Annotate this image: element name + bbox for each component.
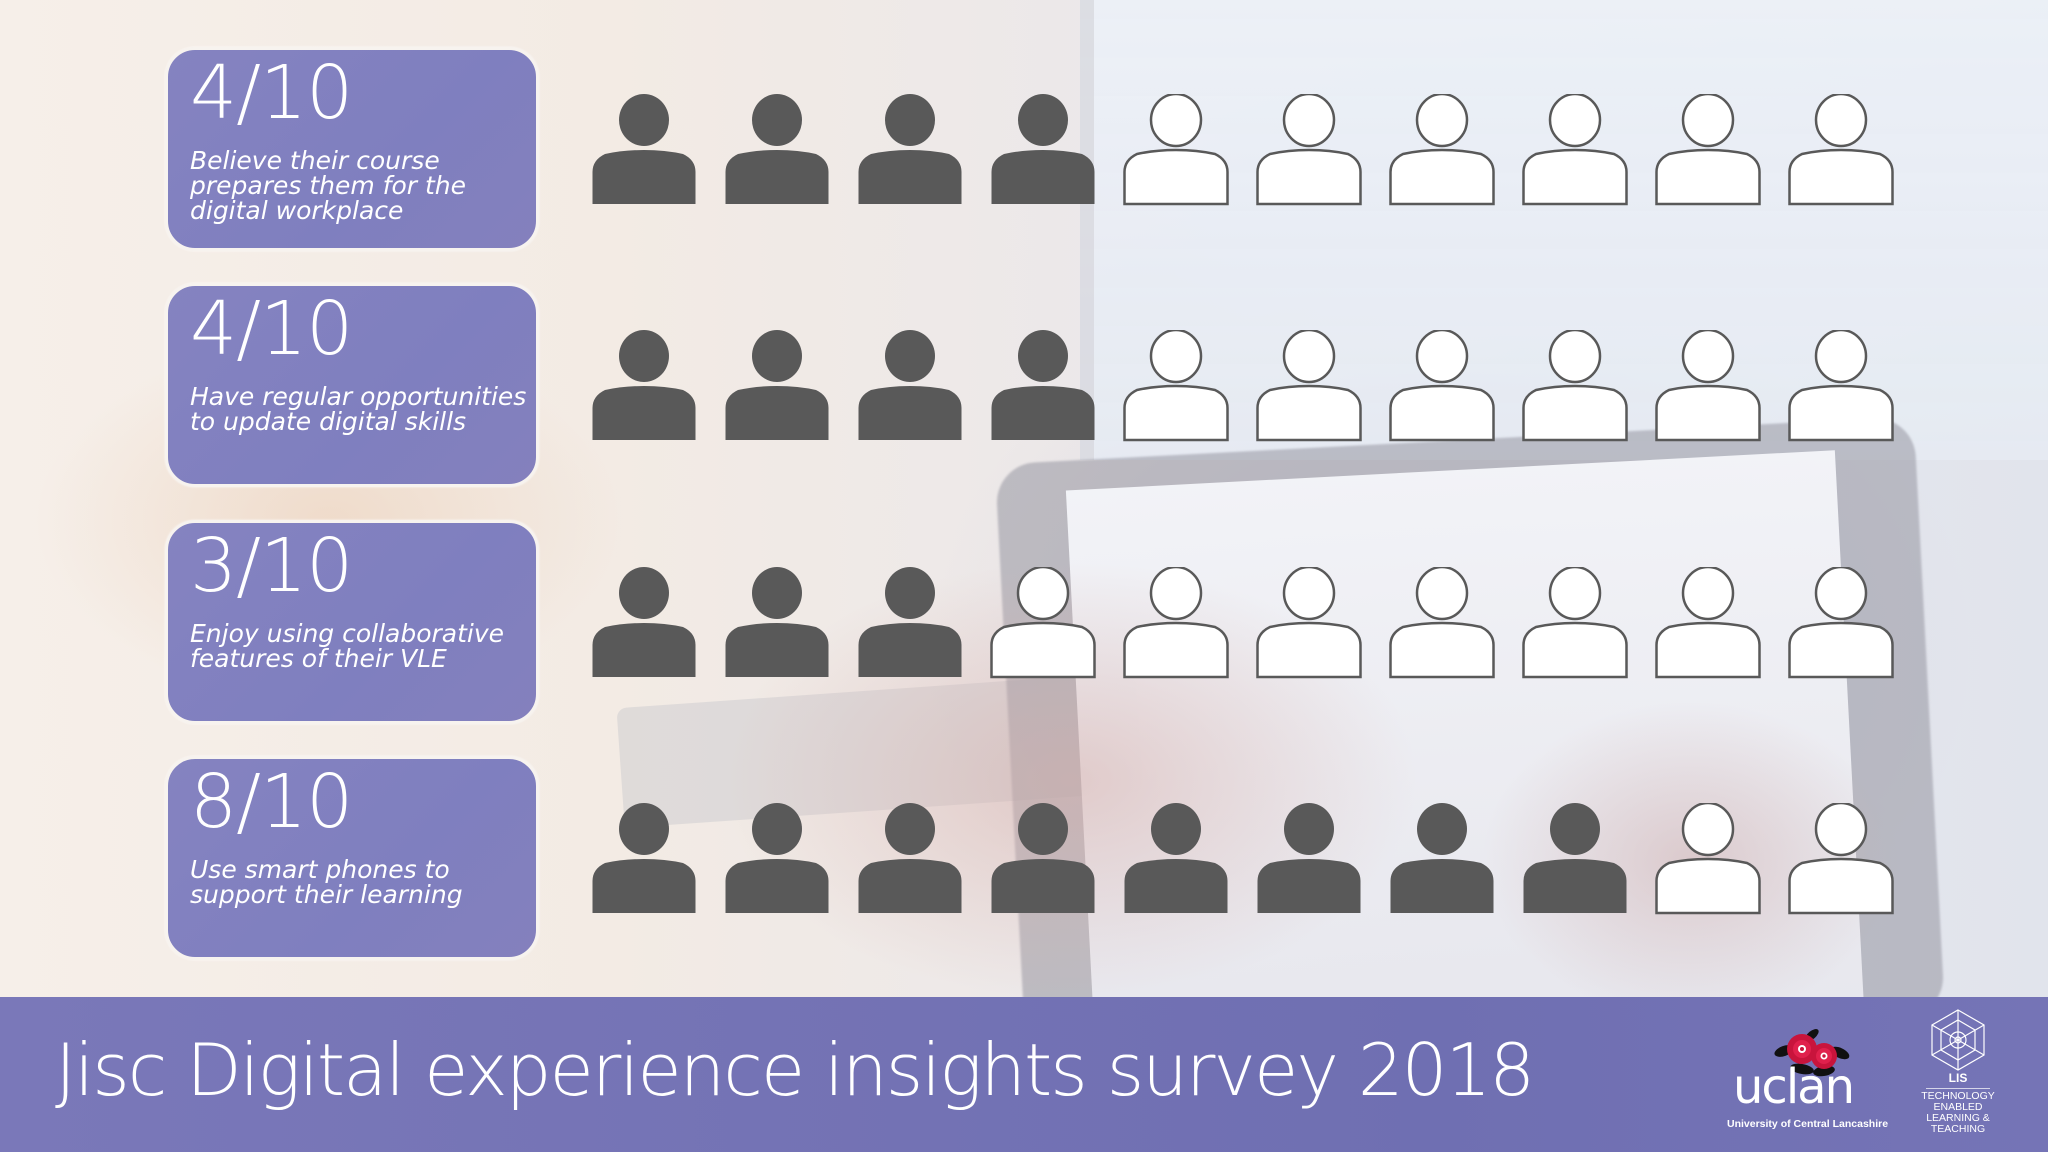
person-filled-icon [725, 94, 829, 204]
person-outline-icon [1256, 330, 1362, 442]
lis-subtitle: TECHNOLOGY ENABLED LEARNING & TEACHING [1908, 1091, 2008, 1135]
person-outline-icon [1522, 330, 1628, 442]
lis-label: LIS [1948, 1071, 1968, 1085]
person-filled-icon [991, 94, 1095, 204]
person-outline-icon [1655, 803, 1761, 915]
lis-line: LEARNING & [1926, 1112, 1990, 1124]
person-filled-icon [725, 567, 829, 677]
uclan-subtitle: University of Central Lancashire [1727, 1118, 1889, 1130]
person-filled-icon [858, 94, 962, 204]
person-filled-icon [858, 803, 962, 913]
stat-card-workplace: 4/10 Believe their course prepares them … [165, 47, 539, 251]
stat-value: 3/10 [190, 523, 353, 609]
stat-description: Have regular opportunities to update dig… [190, 382, 527, 436]
person-outline-icon [1256, 94, 1362, 206]
person-filled-icon [725, 803, 829, 913]
pictogram-row-smartphones [591, 803, 1894, 915]
stat-card-smartphones: 8/10 Use smart phones to support their l… [165, 756, 539, 960]
person-outline-icon [1655, 567, 1761, 679]
person-filled-icon [1124, 803, 1228, 913]
stat-description: Enjoy using collaborative features of th… [190, 619, 505, 673]
person-filled-icon [1390, 803, 1494, 913]
red-roses-icon [1774, 1029, 1850, 1077]
person-outline-icon [1123, 567, 1229, 679]
person-filled-icon [592, 330, 696, 440]
person-outline-icon [1522, 94, 1628, 206]
stat-card-vle: 3/10 Enjoy using collaborative features … [165, 520, 539, 724]
pictogram-row-workplace [591, 94, 1894, 206]
person-filled-icon [858, 330, 962, 440]
slide-title: Jisc Digital experience insights survey … [55, 1028, 1535, 1112]
person-outline-icon [1389, 330, 1495, 442]
person-outline-icon [1389, 94, 1495, 206]
stat-value: 8/10 [190, 759, 353, 845]
stat-value: 4/10 [190, 50, 353, 136]
stat-description: Believe their course prepares them for t… [190, 146, 467, 225]
person-filled-icon [1257, 803, 1361, 913]
lis-logo: LIS TECHNOLOGY ENABLED LEARNING & TEACHI… [1908, 1009, 2008, 1144]
hexagon-gear-icon [1931, 1009, 1985, 1071]
person-filled-icon [991, 330, 1095, 440]
person-outline-icon [1655, 330, 1761, 442]
person-outline-icon [1655, 94, 1761, 206]
person-filled-icon [592, 803, 696, 913]
person-outline-icon [1256, 567, 1362, 679]
lis-line: TECHNOLOGY [1921, 1090, 1995, 1102]
pictogram-row-vle [591, 567, 1894, 679]
person-filled-icon [1523, 803, 1627, 913]
lis-divider [1926, 1088, 1990, 1089]
person-outline-icon [1788, 803, 1894, 915]
lis-line: TEACHING [1930, 1123, 1986, 1135]
background-monitor [1080, 0, 2048, 460]
person-filled-icon [725, 330, 829, 440]
footer-bar: Jisc Digital experience insights survey … [0, 997, 2048, 1152]
person-outline-icon [1788, 330, 1894, 442]
lis-line: ENABLED [1933, 1101, 1983, 1113]
stat-value: 4/10 [190, 286, 353, 372]
person-filled-icon [991, 803, 1095, 913]
person-filled-icon [592, 94, 696, 204]
person-outline-icon [1123, 330, 1229, 442]
person-outline-icon [1788, 94, 1894, 206]
uclan-wordmark: uclan [1733, 1059, 1855, 1115]
person-filled-icon [592, 567, 696, 677]
uclan-logo: uclan University of Central Lancashire [1718, 1015, 1888, 1140]
person-outline-icon [1123, 94, 1229, 206]
person-outline-icon [1522, 567, 1628, 679]
person-outline-icon [990, 567, 1096, 679]
stat-card-skills: 4/10 Have regular opportunities to updat… [165, 283, 539, 487]
person-filled-icon [858, 567, 962, 677]
person-outline-icon [1389, 567, 1495, 679]
person-outline-icon [1788, 567, 1894, 679]
pictogram-row-skills [591, 330, 1894, 442]
stat-description: Use smart phones to support their learni… [190, 855, 463, 909]
